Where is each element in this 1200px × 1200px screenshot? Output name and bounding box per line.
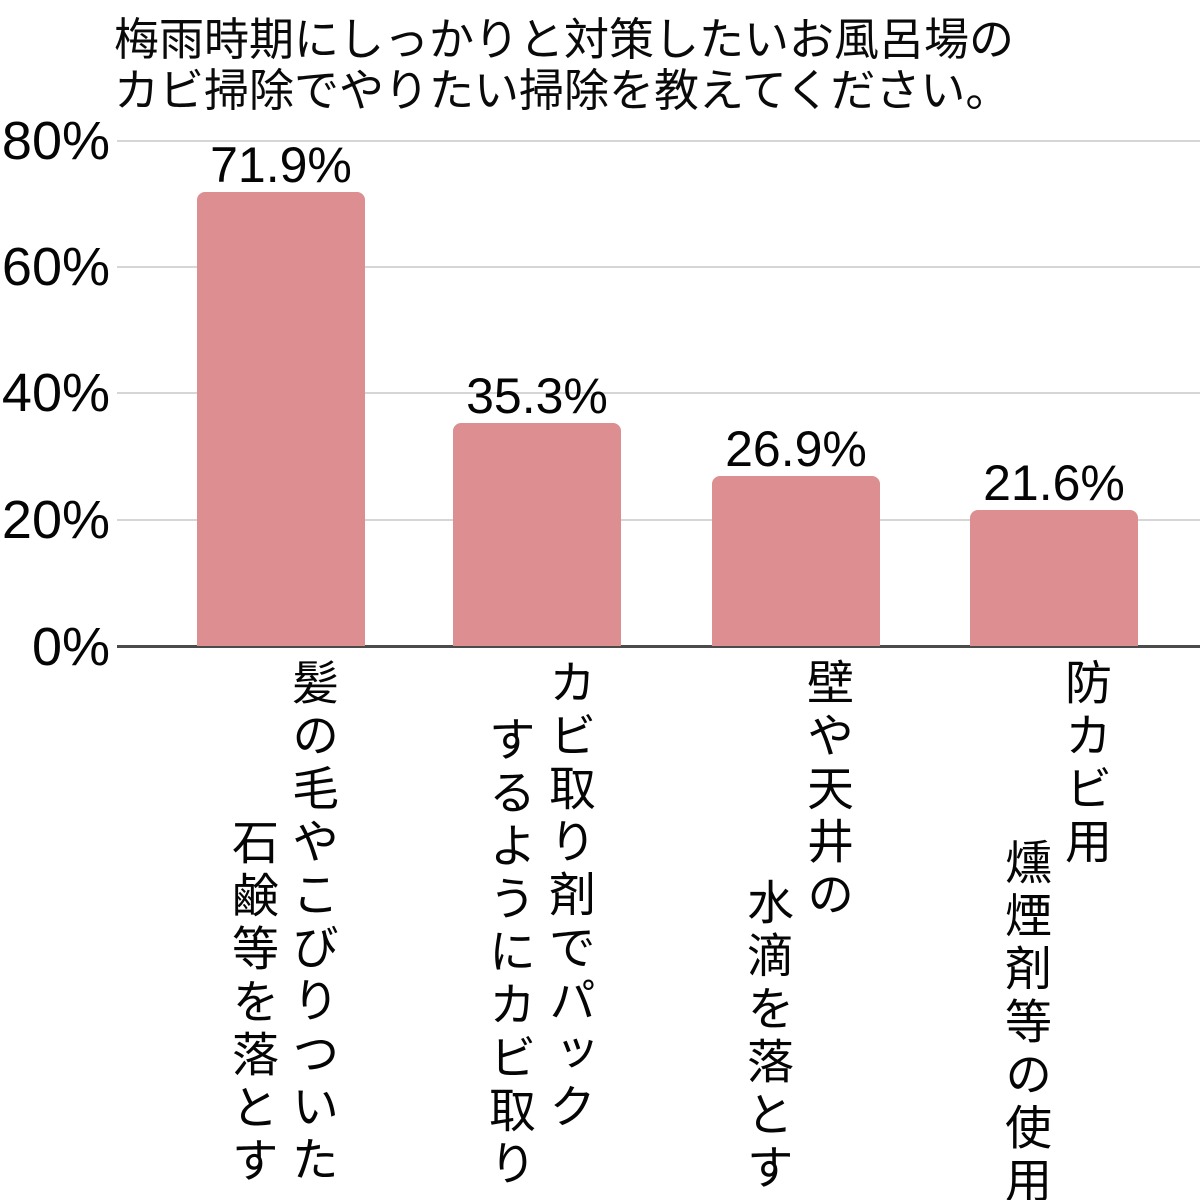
y-tick-label-80: 80% (1, 111, 110, 171)
gridline-20 (117, 519, 1200, 521)
value-label-1: 71.9% (210, 137, 352, 193)
bar-hair-soap-scum (197, 192, 365, 646)
x-axis-label-1: 髪の毛やこびりついた 石鹸等を落とす (219, 658, 343, 1200)
chart-title-line-1: 梅雨時期にしっかりと対策したいお風呂場の (114, 14, 1015, 65)
bar-anti-mold-fumigant (970, 510, 1138, 646)
gridline-60 (117, 266, 1200, 268)
x-axis-label-2-column-2: するようにカビ取り (482, 715, 535, 1192)
bar-mold-remover-pack (453, 423, 621, 646)
value-label-4: 21.6% (983, 455, 1125, 511)
value-label-3: 26.9% (725, 421, 867, 477)
x-axis-label-4-column-1: 防カビ用 (1058, 658, 1111, 870)
x-axis-label-1-column-1: 髪の毛やこびりついた (285, 658, 338, 1188)
y-tick-label-40: 40% (1, 363, 110, 423)
x-axis-label-3-column-2: 水滴を落とす (740, 878, 793, 1196)
value-label-2: 35.3% (466, 368, 608, 424)
bar-wipe-water-droplets (712, 476, 880, 646)
y-tick-label-60: 60% (1, 237, 110, 297)
x-axis-label-3-column-1: 壁や天井の (800, 658, 853, 923)
x-axis-baseline (117, 645, 1200, 648)
y-tick-label-0: 0% (31, 617, 110, 677)
x-axis-label-2-column-1: カビ取り剤でパック (542, 658, 595, 1135)
gridline-40 (117, 392, 1200, 394)
chart-title: 梅雨時期にしっかりと対策したいお風呂場の カビ掃除でやりたい掃除を教えてください… (114, 14, 1014, 116)
x-axis-label-4: 防カビ用 燻煙剤等の使用 (992, 658, 1116, 1200)
y-tick-label-20: 20% (1, 490, 110, 550)
x-axis-label-4-column-2: 燻煙剤等の使用 (998, 838, 1051, 1200)
chart-title-line-2: カビ掃除でやりたい掃除を教えてください。 (114, 65, 1011, 116)
x-axis-label-1-column-2: 石鹸等を落とす (225, 818, 278, 1189)
x-axis-label-3: 壁や天井の 水滴を落とす (734, 658, 858, 1200)
x-axis-label-2: カビ取り剤でパック するようにカビ取り (476, 658, 600, 1200)
gridline-80 (117, 140, 1200, 142)
